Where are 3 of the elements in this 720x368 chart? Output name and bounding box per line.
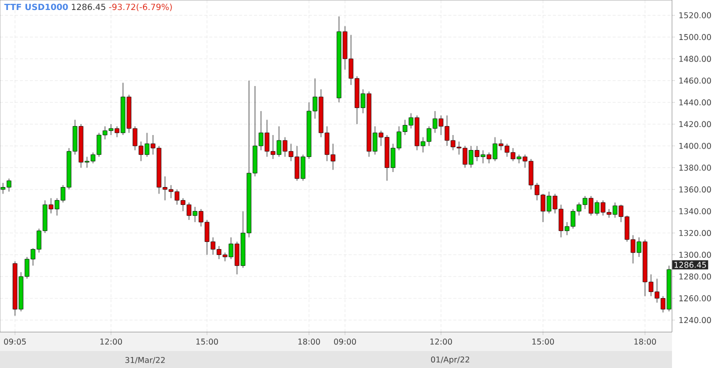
chart-title: TTF USD1000 — [4, 4, 68, 10]
chart-subtitle: 1286.45 — [72, 4, 106, 10]
annotation: -93.72(-6.79%) — [109, 4, 172, 12]
